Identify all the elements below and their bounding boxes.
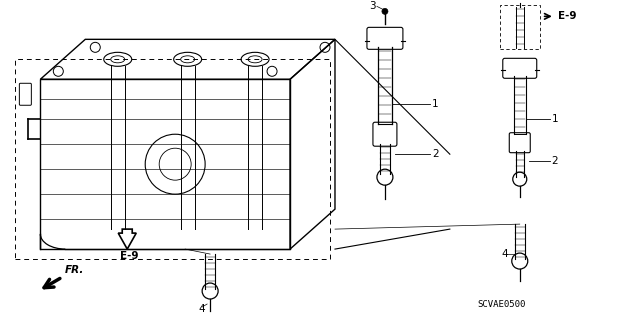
Text: 3: 3: [370, 1, 376, 11]
Text: 2: 2: [432, 149, 438, 159]
Text: E-9: E-9: [120, 251, 138, 261]
Text: SCVAE0500: SCVAE0500: [478, 300, 526, 309]
Text: 1: 1: [552, 114, 558, 124]
Text: 4: 4: [502, 249, 508, 259]
Bar: [500, 5, 540, 49]
Text: E-9: E-9: [557, 11, 576, 21]
Text: 4: 4: [198, 304, 205, 314]
Text: 2: 2: [552, 156, 558, 166]
Text: FR.: FR.: [64, 265, 84, 275]
Text: 1: 1: [432, 99, 438, 109]
Circle shape: [382, 8, 388, 14]
Bar: [15, 59, 330, 259]
